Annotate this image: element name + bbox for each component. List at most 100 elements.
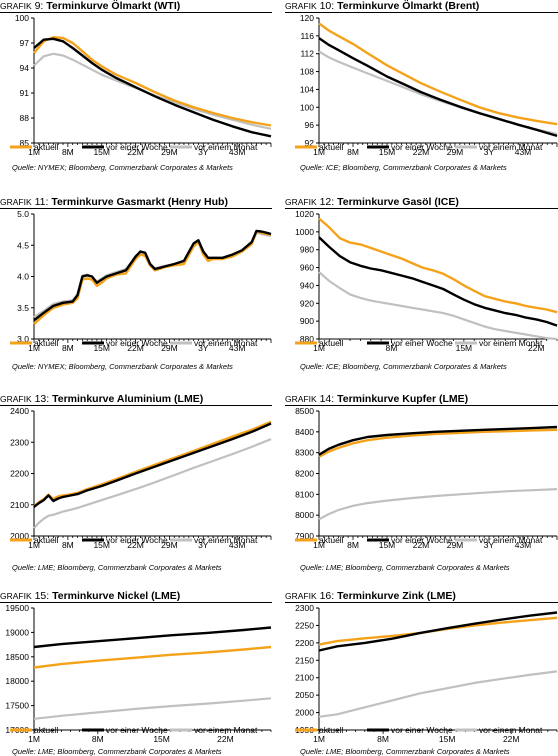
source-note: Quelle: NYMEX; Bloomberg, Commerzbank Co… [12,163,233,172]
legend-label: vor einer Woche [106,725,168,735]
line-chart: 85 88 91 94 97 100 1M 8M 15M 22M 29M 3Y 43M aktuell vo… [10,13,272,157]
chart-title-text: Terminkurve Aluminium (LME) [52,393,204,405]
series-line-aktuell [33,230,272,325]
y-tick-label: 100 [300,102,314,112]
y-tick-label: 5.0 [17,209,29,219]
x-tick-label: 43M [229,147,246,157]
chart-title: GRAFIK 10: Terminkurve Ölmarkt (Brent) [285,0,480,12]
y-tick-label: 108 [300,67,314,77]
y-tick-label: 940 [300,280,314,290]
x-tick-label: 8M [92,734,104,744]
y-tick-label: 120 [300,13,314,23]
y-tick-label: 92 [305,138,315,148]
y-tick-label: 2100 [10,500,29,510]
series-line-vor-einer-woche [318,611,558,652]
chart-title: GRAFIK 9: Terminkurve Ölmarkt (WTI) [0,0,181,12]
grafik-label: GRAFIK [285,591,317,601]
legend-label: vor einer Woche [391,725,453,735]
y-tick-label: 920 [300,298,314,308]
grafik-label: GRAFIK [285,394,317,404]
series-line-aktuell [318,616,558,646]
x-tick-label: 8M [377,734,389,744]
y-tick-label: 8500 [295,406,314,416]
y-tick-label: 3.5 [17,303,29,313]
x-tick-label: 1M [313,734,325,744]
grafik-number: 11 [34,196,46,208]
chart-title-text: Terminkurve Nickel (LME) [52,590,181,602]
chart-title: GRAFIK 11: Terminkurve Gasmarkt (Henry H… [0,196,228,208]
legend-label: vor einer Woche [106,338,168,348]
y-tick-label: 2400 [10,406,29,416]
line-chart: 880 900 920 940 960 980 1000 1020 1M 8M 15M 22M aktu… [295,209,558,353]
chart-title: GRAFIK 14: Terminkurve Kupfer (LME) [285,393,469,405]
y-tick-label: 8300 [295,448,314,458]
legend-label: vor einer Woche [391,338,453,348]
series-line-aktuell [318,217,558,314]
y-tick-label: 91 [20,88,30,98]
y-tick-label: 8400 [295,427,314,437]
source-note: Quelle: ICE; Bloomberg, Commerzbank Corp… [300,163,507,172]
legend-label: vor einer Woche [106,535,168,545]
x-tick-label: 43M [515,147,532,157]
y-tick-label: 2100 [295,673,314,683]
x-tick-label: 15M [93,343,110,353]
y-tick-label: 2150 [295,655,314,665]
source-note: Quelle: LME; Bloomberg, Commerzbank Corp… [12,747,222,756]
grafik-label: GRAFIK [0,394,32,404]
y-tick-label: 97 [20,38,30,48]
series-line-aktuell [318,22,558,126]
y-tick-label: 2250 [295,620,314,630]
x-tick-label: 22M [217,734,234,744]
legend-label: vor einer Woche [391,535,453,545]
grafik-number: 16 [319,590,332,602]
chart-title: GRAFIK 15: Terminkurve Nickel (LME) [0,590,181,602]
y-tick-label: 18500 [5,652,29,662]
x-tick-label: 1M [28,734,40,744]
y-tick-label: 880 [300,334,314,344]
legend-label: vor einem Monat [194,142,258,152]
y-tick-label: 2000 [10,531,29,541]
title-rule [285,208,558,209]
title-rule [0,208,272,209]
chart-title: GRAFIK 12: Terminkurve Gasöl (ICE) [285,196,459,208]
series-line-vor-einem-monat [318,271,558,341]
series-line-vor-einer-woche [318,425,558,456]
title-rule [285,602,558,603]
x-tick-label: 43M [515,540,532,550]
y-tick-label: 3.0 [17,334,29,344]
grafik-label: GRAFIK [285,197,317,207]
x-tick-label: 15M [456,343,473,353]
x-tick-label: 8M [347,147,359,157]
x-tick-label: 22M [503,734,520,744]
title-rule [0,405,272,406]
grafik-number: 12 [319,196,332,208]
y-tick-label: 960 [300,263,314,273]
series-line-vor-einer-woche [318,236,558,327]
chart-title-text: Terminkurve Zink (LME) [337,590,456,602]
chart-title-text: Terminkurve Ölmarkt (Brent) [337,0,480,12]
legend-label: vor einem Monat [479,535,543,545]
y-tick-label: 4.5 [17,240,29,250]
grafik-number: 10 [319,0,332,12]
series-line-vor-einer-woche [33,422,272,508]
x-tick-label: 15M [153,734,170,744]
title-rule [285,405,558,406]
x-tick-label: 8M [62,147,74,157]
x-tick-label: 29M [447,540,464,550]
x-tick-label: 15M [439,734,456,744]
y-tick-label: 8200 [295,469,314,479]
y-tick-label: 2200 [10,469,29,479]
legend-label: vor einem Monat [194,535,258,545]
x-tick-label: 22M [413,540,430,550]
x-tick-label: 43M [229,540,246,550]
x-tick-label: 3Y [484,147,495,157]
x-tick-label: 15M [379,540,396,550]
x-tick-label: 3Y [484,540,495,550]
grafik-number: 9 [34,0,41,12]
x-tick-label: 43M [229,343,246,353]
legend-label: aktuell [319,338,344,348]
x-tick-label: 22M [127,147,144,157]
line-chart: 92 96 100 104 108 112 116 120 1M 8M 15M 22M 29M 3Y 43M… [295,13,558,157]
series-line-aktuell [33,645,272,669]
legend-label: vor einem Monat [479,725,543,735]
